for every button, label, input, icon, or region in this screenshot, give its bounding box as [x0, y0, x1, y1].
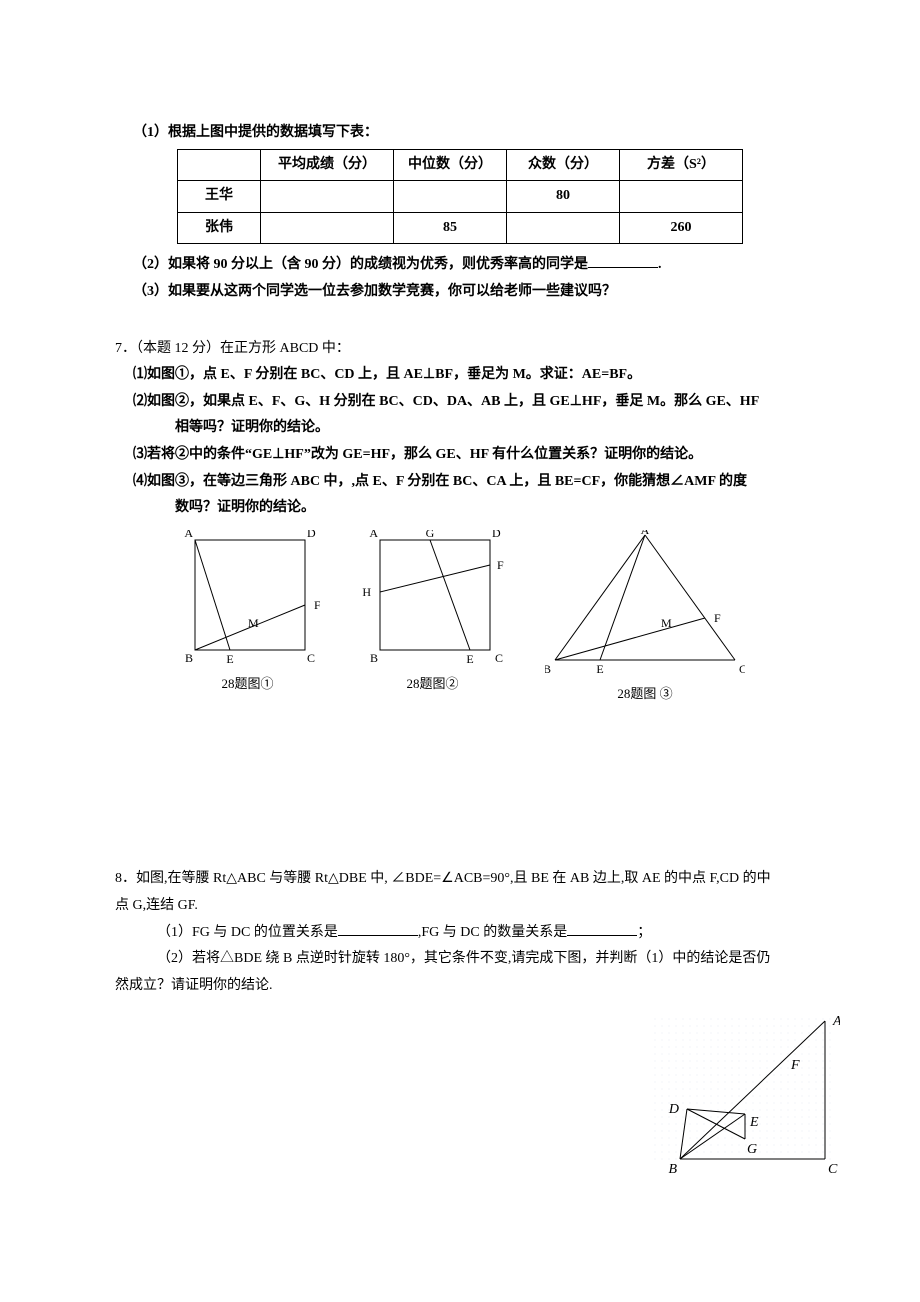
cell: 85 [394, 212, 507, 244]
svg-text:F: F [714, 611, 721, 625]
svg-text:H: H [362, 585, 371, 599]
fig1-block: A D B C E F M 28题图① [175, 530, 320, 707]
table-row: 王华 80 [178, 181, 743, 213]
q1-part2-post: . [658, 257, 662, 272]
svg-text:C: C [495, 651, 503, 665]
svg-text:B: B [668, 1162, 677, 1174]
q1-intro: （1）根据上图中提供的数据填写下表： [115, 120, 805, 147]
svg-text:A: A [184, 530, 193, 540]
table-header-row: 平均成绩（分） 中位数（分） 众数（分） 方差（S²） [178, 149, 743, 181]
svg-text:M: M [661, 616, 672, 630]
fig3-caption: 28题图 ③ [545, 682, 745, 707]
cell [507, 212, 620, 244]
question-7: 7．（本题 12 分）在正方形 ABCD 中： ⑴如图①，点 E、F 分别在 B… [115, 336, 805, 707]
cell: 260 [620, 212, 743, 244]
cell [620, 181, 743, 213]
cell [261, 212, 394, 244]
cell [394, 181, 507, 213]
svg-text:G: G [426, 530, 435, 540]
cell: 80 [507, 181, 620, 213]
q7-p4a: ⑷如图③，在等边三角形 ABC 中，,点 E、F 分别在 BC、CA 上，且 B… [115, 469, 805, 496]
q8-figure: ABCDEFG [645, 1009, 805, 1174]
q1-part2: （2）如果将 90 分以上（含 90 分）的成绩视为优秀，则优秀率高的同学是. [115, 252, 805, 279]
q1-part3: （3）如果要从这两个同学选一位去参加数学竞赛，你可以给老师一些建议吗？ [115, 279, 805, 306]
th-blank [178, 149, 261, 181]
q7-p1: ⑴如图①，点 E、F 分别在 BC、CD 上，且 AE⊥BF，垂足为 M。求证：… [115, 362, 805, 389]
page: （1）根据上图中提供的数据填写下表： 平均成绩（分） 中位数（分） 众数（分） … [0, 0, 920, 1302]
th-avg: 平均成绩（分） [261, 149, 394, 181]
th-median: 中位数（分） [394, 149, 507, 181]
svg-text:B: B [185, 651, 193, 665]
svg-text:M: M [248, 616, 259, 630]
q7-p2a: ⑵如图②，如果点 E、F、G、H 分别在 BC、CD、DA、AB 上，且 GE⊥… [115, 389, 805, 416]
row-name: 王华 [178, 181, 261, 213]
q8-line4: （2）若将△BDE 绕 B 点逆时针旋转 180°，其它条件不变,请完成下图，并… [115, 946, 805, 973]
blank-line [338, 921, 418, 936]
svg-text:F: F [314, 598, 320, 612]
svg-text:E: E [596, 662, 603, 676]
q8-l1: 如图,在等腰 Rt△ABC 与等腰 Rt△DBE 中, ∠BDE=∠ACB=90… [136, 871, 771, 886]
question-8: 8．如图,在等腰 Rt△ABC 与等腰 Rt△DBE 中, ∠BDE=∠ACB=… [115, 866, 805, 1174]
table-row: 张伟 85 260 [178, 212, 743, 244]
q7-num: 7． [115, 341, 136, 356]
th-mode: 众数（分） [507, 149, 620, 181]
q7-p3: ⑶若将②中的条件“GE⊥HF”改为 GE=HF，那么 GE、HF 有什么位置关系… [115, 442, 805, 469]
fig3-block: A B C E F M 28题图 ③ [545, 530, 745, 707]
q8-l3-post: ； [637, 925, 651, 940]
svg-text:F: F [497, 558, 504, 572]
row-name: 张伟 [178, 212, 261, 244]
fig2-block: A D B C G E H F 28题图② [355, 530, 510, 707]
q8-l3-pre: （1）FG 与 DC 的位置关系是 [157, 925, 338, 940]
q7-p4b: 数吗？证明你的结论。 [115, 495, 805, 522]
q8-line1: 8．如图,在等腰 Rt△ABC 与等腰 Rt△DBE 中, ∠BDE=∠ACB=… [115, 866, 805, 893]
svg-text:B: B [370, 651, 378, 665]
svg-text:A: A [832, 1014, 840, 1029]
svg-text:G: G [747, 1142, 757, 1157]
svg-text:E: E [466, 652, 473, 666]
svg-text:E: E [226, 652, 233, 666]
q1-part2-pre: （2）如果将 90 分以上（含 90 分）的成绩视为优秀，则优秀率高的同学是 [133, 257, 588, 272]
score-table: 平均成绩（分） 中位数（分） 众数（分） 方差（S²） 王华 80 张伟 85 … [177, 149, 743, 245]
svg-text:C: C [828, 1162, 838, 1174]
fig2-svg: A D B C G E H F [355, 530, 510, 670]
svg-text:C: C [739, 662, 745, 676]
q7-title: （本题 12 分）在正方形 ABCD 中： [136, 341, 350, 356]
svg-text:E: E [749, 1115, 759, 1130]
fig8-svg: A B C D E F G [645, 1009, 840, 1174]
svg-text:C: C [307, 651, 315, 665]
q7-figures: A D B C E F M 28题图① A D B C G E H F 28题图② A B C E F M 28题图… [115, 530, 805, 707]
blank-line [588, 253, 658, 268]
svg-text:A: A [369, 530, 378, 540]
svg-text:F: F [790, 1058, 800, 1073]
q7-p2b: 相等吗？证明你的结论。 [115, 415, 805, 442]
fig1-svg: A D B C E F M [175, 530, 320, 670]
fig1-caption: 28题图① [175, 672, 320, 697]
q8-line2: 点 G,连结 GF. [115, 893, 805, 920]
svg-text:D: D [492, 530, 501, 540]
svg-text:D: D [668, 1102, 679, 1117]
q8-line5: 然成立？请证明你的结论. [115, 973, 805, 1000]
cell [261, 181, 394, 213]
th-var: 方差（S²） [620, 149, 743, 181]
q8-num: 8． [115, 871, 136, 886]
q8-l3-mid: ,FG 与 DC 的数量关系是 [418, 925, 567, 940]
fig2-caption: 28题图② [355, 672, 510, 697]
svg-text:A: A [641, 530, 650, 537]
q7-title-line: 7．（本题 12 分）在正方形 ABCD 中： [115, 336, 805, 363]
fig3-svg: A B C E F M [545, 530, 745, 680]
svg-text:B: B [545, 662, 551, 676]
blank-line [567, 921, 637, 936]
svg-text:D: D [307, 530, 316, 540]
q8-line3: （1）FG 与 DC 的位置关系是 ,FG 与 DC 的数量关系是 ； [115, 920, 805, 947]
